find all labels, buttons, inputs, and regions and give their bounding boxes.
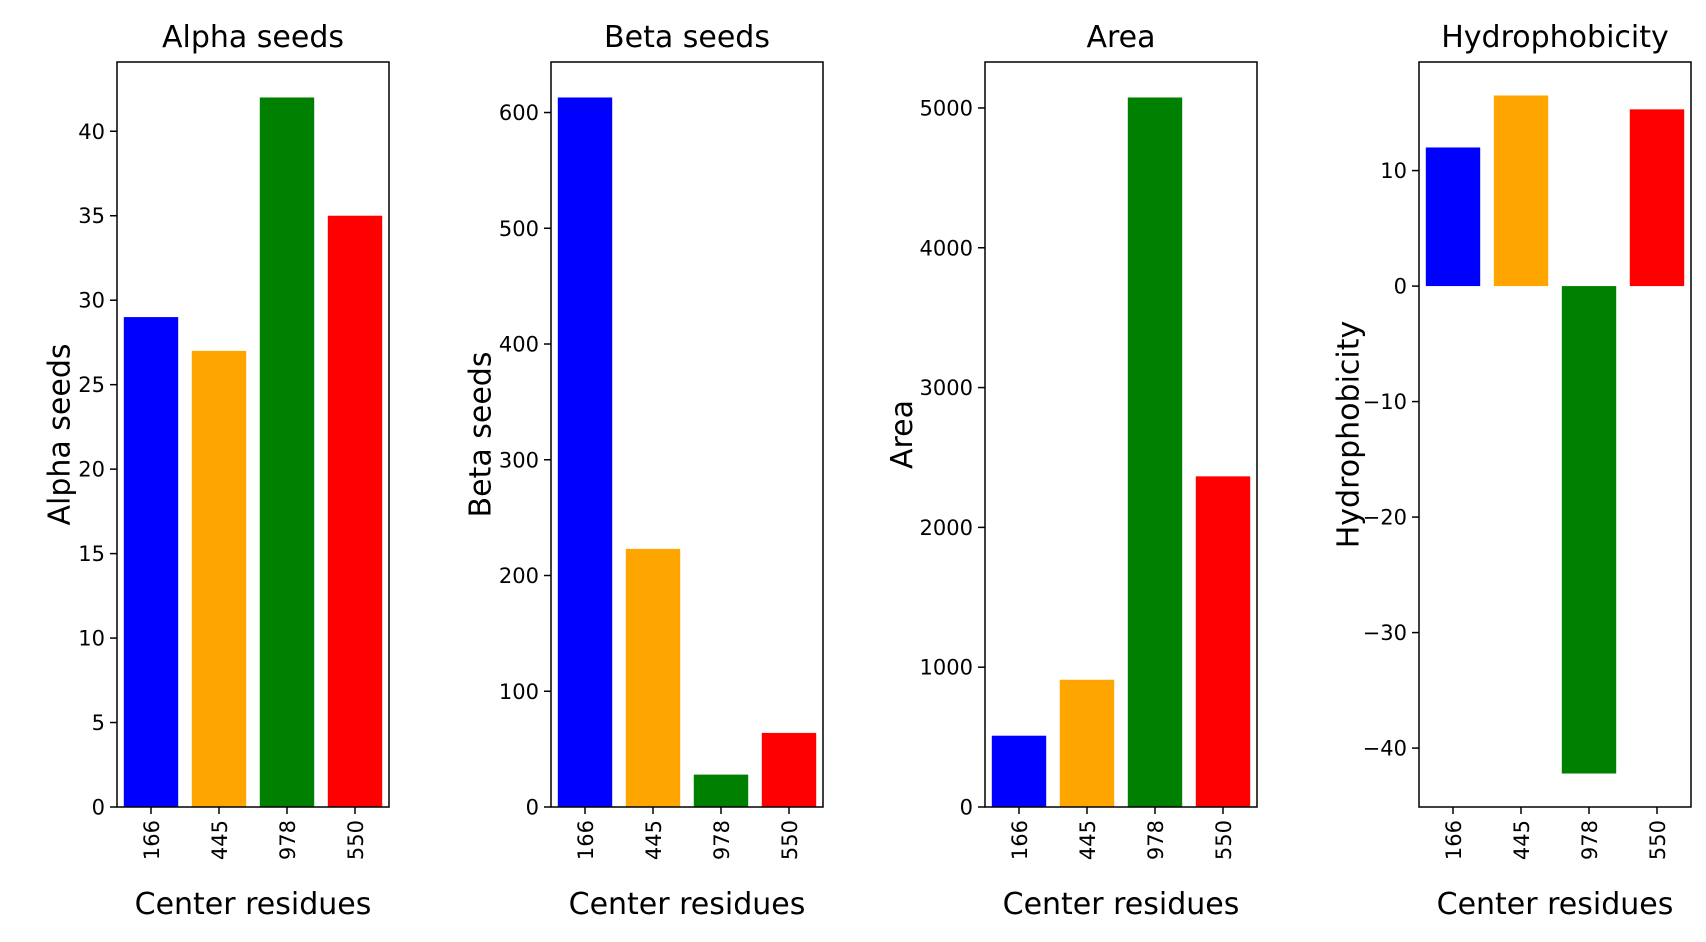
x-axis-label: Center residues — [569, 887, 806, 922]
chart-panel-2: 0 100 200 300 400 500 600 166 445 978 550 Beta seed… — [464, 20, 824, 922]
x-tick-label: 550 — [344, 820, 368, 860]
axes-frame — [116, 61, 390, 808]
y-tick-label: 0 — [960, 796, 973, 820]
y-tick-label: 20 — [78, 458, 105, 482]
x-tick-label: 978 — [276, 820, 300, 860]
bar-445 — [1493, 95, 1549, 287]
y-tick-label: −10 — [1363, 390, 1407, 414]
chart-title: Hydrophobicity — [1441, 20, 1669, 55]
x-tick-label: 166 — [140, 820, 164, 860]
x-tick-label: 445 — [1076, 820, 1100, 860]
x-tick-label: 978 — [1578, 820, 1602, 860]
y-axis-label: Area — [885, 400, 920, 469]
y-tick-label: −30 — [1363, 621, 1407, 645]
x-axis-label: Center residues — [1437, 887, 1674, 922]
bar-445 — [191, 350, 247, 807]
axes-frame — [550, 61, 824, 808]
bar-978 — [693, 774, 749, 807]
x-tick-label: 550 — [1646, 820, 1670, 860]
chart-panel-4: −40 −30 −20 −10 0 10 166 445 978 550 Hydrophobicit… — [1332, 20, 1692, 922]
bar-550 — [761, 732, 817, 807]
y-tick-label: 200 — [499, 564, 539, 588]
y-tick-label: 35 — [78, 204, 105, 228]
x-tick-label: 166 — [574, 820, 598, 860]
x-axis-label: Center residues — [1003, 887, 1240, 922]
bar-978 — [1127, 97, 1183, 808]
y-tick-label: 300 — [499, 448, 539, 472]
x-tick-label: 166 — [1442, 820, 1466, 860]
y-axis-label: Beta seeds — [464, 352, 499, 518]
chart-title: Alpha seeds — [162, 20, 344, 55]
bar-166 — [1425, 147, 1481, 287]
x-tick-label: 445 — [1510, 820, 1534, 860]
x-axis-label: Center residues — [135, 887, 372, 922]
y-tick-label: 15 — [78, 542, 105, 566]
y-axis-label: Alpha seeds — [42, 343, 77, 525]
axes-frame — [1418, 61, 1692, 808]
bar-166 — [123, 317, 179, 807]
y-tick-label: 1000 — [920, 656, 973, 680]
y-axis-label: Hydrophobicity — [1332, 321, 1367, 549]
y-tick-label: −20 — [1363, 506, 1407, 530]
bar-166 — [557, 97, 613, 808]
y-tick-label: 0 — [1394, 275, 1407, 299]
x-tick-label: 166 — [1008, 820, 1032, 860]
chart-title: Area — [1086, 20, 1155, 55]
y-tick-label: 0 — [526, 796, 539, 820]
y-tick-label: 10 — [78, 627, 105, 651]
y-tick-label: 600 — [499, 101, 539, 125]
x-tick-label: 445 — [208, 820, 232, 860]
y-tick-label: 30 — [78, 289, 105, 313]
y-tick-label: 500 — [499, 217, 539, 241]
y-tick-label: 0 — [92, 796, 105, 820]
bar-550 — [1629, 109, 1685, 287]
x-tick-label: 550 — [1212, 820, 1236, 860]
y-tick-label: 3000 — [920, 376, 973, 400]
y-tick-label: −40 — [1363, 737, 1407, 761]
axes-frame — [984, 61, 1258, 808]
y-tick-label: 5000 — [920, 96, 973, 120]
y-tick-label: 5 — [92, 711, 105, 735]
y-tick-label: 40 — [78, 120, 105, 144]
bar-445 — [1059, 679, 1115, 807]
bar-978 — [259, 97, 315, 808]
bar-550 — [327, 215, 383, 808]
y-tick-label: 10 — [1380, 159, 1407, 183]
bar-550 — [1195, 476, 1251, 807]
bar-978 — [1561, 286, 1617, 774]
y-tick-label: 25 — [78, 373, 105, 397]
x-tick-label: 550 — [778, 820, 802, 860]
bar-166 — [991, 735, 1047, 807]
chart-panel-1: 0 5 10 15 20 25 30 35 40 166 445 978 550 Alpha seeds C… — [42, 20, 390, 922]
chart-title: Beta seeds — [604, 20, 770, 55]
x-tick-label: 978 — [710, 820, 734, 860]
y-tick-label: 100 — [499, 680, 539, 704]
x-tick-label: 445 — [642, 820, 666, 860]
y-tick-label: 400 — [499, 333, 539, 357]
y-tick-label: 2000 — [920, 516, 973, 540]
chart-panel-3: 0 1000 2000 3000 4000 5000 166 445 978 550 Area Cen… — [885, 20, 1258, 922]
x-tick-label: 978 — [1144, 820, 1168, 860]
y-tick-label: 4000 — [920, 236, 973, 260]
bar-445 — [625, 548, 681, 807]
